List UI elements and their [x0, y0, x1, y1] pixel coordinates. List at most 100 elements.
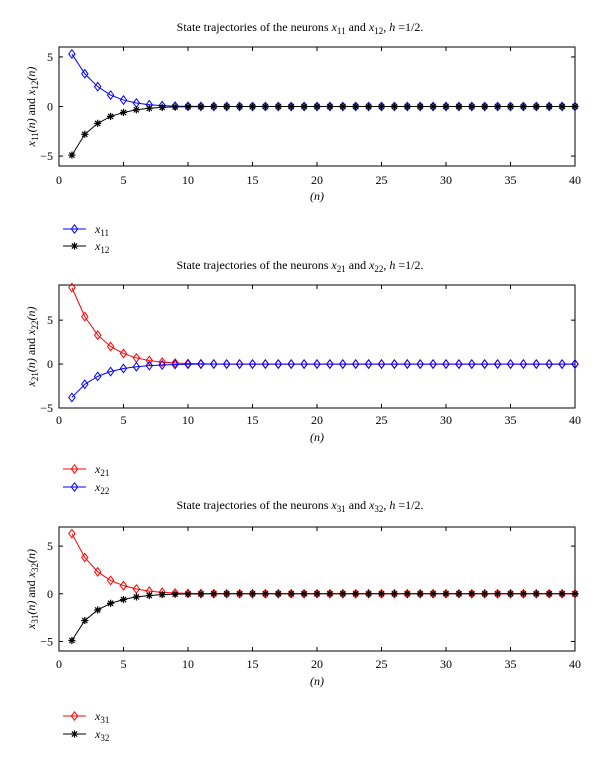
star-stroke: [275, 590, 282, 597]
star-stroke: [559, 590, 566, 597]
chart-title-text: =1/2.: [395, 258, 423, 272]
star-stroke: [326, 103, 333, 110]
star-stroke: [430, 103, 437, 110]
data-point: [571, 590, 579, 598]
data-point: [171, 359, 179, 370]
y-label-var: x: [24, 623, 38, 630]
chart-title-text: =1/2.: [395, 498, 423, 512]
data-point: [68, 48, 76, 59]
data-point: [519, 590, 527, 598]
star-stroke: [197, 590, 204, 597]
data-point: [197, 359, 205, 370]
data-point: [429, 590, 437, 598]
star-stroke: [442, 590, 450, 597]
data-point: [68, 151, 76, 159]
plot-area-frame: [58, 284, 576, 409]
legend-marker: [70, 481, 79, 493]
data-point: [493, 359, 502, 370]
data-point: [106, 90, 115, 101]
data-point: [545, 590, 553, 598]
data-point: [532, 102, 540, 111]
data-point: [119, 595, 128, 604]
data-point: [480, 359, 489, 370]
star-stroke: [262, 103, 269, 110]
data-point: [519, 359, 528, 370]
star-stroke: [223, 103, 230, 110]
legend-label: x32: [94, 727, 109, 743]
star-stroke: [494, 103, 501, 110]
legend-var: x: [94, 239, 101, 253]
data-point: [506, 359, 515, 370]
chart-title-subscript: 12: [374, 26, 383, 36]
star-stroke: [120, 109, 127, 116]
star-stroke: [404, 103, 411, 110]
legend-var: x: [94, 222, 101, 236]
data-point: [235, 359, 244, 370]
legend-var: x: [94, 709, 101, 723]
data-point: [403, 102, 411, 111]
data-point: [158, 359, 166, 370]
legend-marker: [70, 223, 79, 235]
series-line: [71, 53, 575, 107]
y-tick-label: 5: [47, 313, 53, 327]
data-point: [145, 360, 154, 371]
data-point: [223, 590, 231, 598]
star-stroke: [184, 103, 192, 110]
x-tick-label: 30: [440, 657, 452, 671]
data-point: [313, 590, 321, 598]
chart-title-text: =1/2.: [395, 20, 423, 34]
data-point: [68, 528, 76, 539]
y-label-var: x: [24, 329, 38, 336]
data-point: [339, 590, 347, 598]
x-tick-label: 15: [247, 413, 259, 427]
y-label-arg: (n): [24, 601, 38, 615]
x-tick-label: 35: [505, 173, 517, 187]
data-point: [287, 102, 295, 111]
data-point: [468, 359, 476, 370]
star-stroke: [159, 591, 166, 598]
x-tick-label: 10: [182, 413, 194, 427]
star-stroke: [468, 103, 475, 110]
chart-title-var: x: [368, 258, 375, 272]
star-stroke: [172, 103, 179, 110]
legend-marker: [70, 710, 79, 722]
data-point: [158, 591, 166, 599]
chart-title-var: h: [389, 258, 395, 272]
x-tick-label: 0: [56, 173, 62, 187]
data-point: [210, 102, 218, 111]
legend-var: x: [94, 480, 101, 494]
star-stroke: [455, 103, 462, 110]
data-point: [184, 590, 192, 598]
star-stroke: [442, 103, 450, 110]
data-point: [558, 359, 566, 370]
legend-item: x31: [63, 709, 109, 725]
y-tick-label: −5: [40, 401, 53, 415]
data-point: [377, 590, 386, 598]
legend-subscript: 11: [100, 228, 109, 238]
star-stroke: [352, 103, 359, 110]
y-axis-label: x21(n) and x22(n): [24, 307, 40, 388]
star-stroke: [301, 590, 308, 597]
star-stroke: [288, 103, 295, 110]
y-label-text: and: [24, 335, 38, 358]
data-point: [545, 359, 553, 370]
data-point: [197, 102, 205, 111]
data-point: [416, 590, 424, 598]
data-point: [326, 102, 334, 111]
x-tick-label: 10: [182, 173, 194, 187]
legend-subscript: 12: [100, 245, 109, 255]
data-point: [81, 379, 89, 390]
x-tick-label: 40: [569, 413, 581, 427]
data-point: [106, 366, 115, 377]
series-x22: [68, 359, 579, 403]
data-point: [352, 102, 360, 111]
data-point: [145, 104, 153, 112]
data-point: [300, 102, 308, 111]
y-label-arg: (n): [24, 358, 38, 372]
y-label-subscript: 12: [30, 81, 40, 90]
y-label-subscript: 32: [30, 563, 40, 572]
legend: x31 x32: [63, 709, 109, 743]
chart-title-subscript: 21: [337, 264, 346, 274]
